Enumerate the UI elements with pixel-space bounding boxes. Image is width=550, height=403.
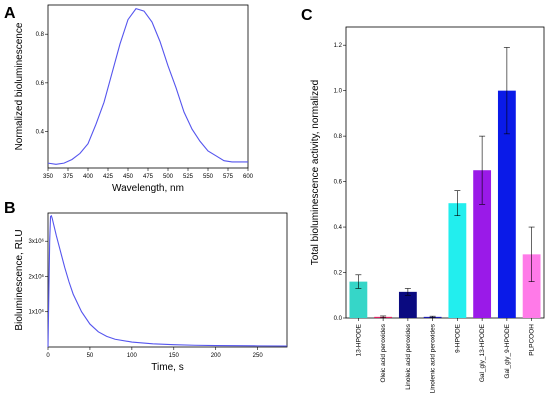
a-ytick-label: 0.8 — [36, 32, 45, 38]
b-xtick-label: 100 — [127, 353, 138, 359]
b-plot-frame — [47, 212, 288, 348]
c-category-label: Linoleic acid peroxides — [405, 323, 412, 390]
panel-label-c: C — [301, 7, 313, 24]
a-series-line — [47, 8, 248, 165]
a-xtick-label: 575 — [223, 174, 234, 180]
b-series-line — [47, 214, 288, 348]
a-xtick-label: 525 — [183, 174, 194, 180]
c-category-label: PLPCOOH — [529, 324, 536, 356]
a-ytick-label: 0.6 — [36, 81, 45, 87]
a-xtick-label: 450 — [123, 174, 134, 180]
c-ytick-label: 0.0 — [334, 316, 343, 322]
b-ytick-label: 3x10⁶ — [29, 238, 45, 245]
panel-label-b: B — [4, 200, 16, 217]
b-y-axis-label: Bioluminescence, RLU — [14, 229, 25, 330]
b-xtick-label: 50 — [87, 353, 94, 359]
a-plot-frame — [47, 4, 249, 169]
chart-c: 0.0 0.2 0.4 0.6 0.8 1.0 1.2 13-HPODE Oleic acid … — [310, 26, 545, 393]
a-xtick-label: 350 — [43, 174, 54, 180]
c-bar — [448, 203, 467, 318]
a-xtick-label: 425 — [103, 174, 114, 180]
b-xtick-label: 150 — [169, 353, 180, 359]
a-xtick-label: 375 — [63, 174, 74, 180]
b-x-axis-label: Time, s — [151, 362, 183, 373]
c-y-axis-label: Total bioluminescence activity, normaliz… — [310, 80, 321, 265]
c-ytick-label: 0.4 — [334, 225, 343, 231]
b-xtick-label: 200 — [211, 353, 222, 359]
c-ytick-label: 1.0 — [334, 89, 343, 95]
c-bar — [473, 170, 492, 318]
c-bar — [398, 291, 417, 318]
c-plot-frame — [345, 26, 545, 319]
c-ytick-label: 0.2 — [334, 271, 343, 277]
c-ytick-label: 0.8 — [334, 134, 343, 140]
b-xtick-label: 250 — [253, 353, 264, 359]
a-xtick-label: 500 — [163, 174, 174, 180]
chart-b: 0 50 100 150 200 250 1x10⁶ 2x10⁶ 3x10⁶ Time, s Bio… — [14, 212, 288, 373]
c-bar — [522, 254, 541, 318]
c-category-label: 9-HPODE — [454, 323, 461, 353]
a-xtick-label: 550 — [203, 174, 214, 180]
c-category-label: Linolenic acid peroxides — [430, 323, 437, 393]
a-xtick-label: 400 — [83, 174, 94, 180]
panel-label-a: A — [4, 5, 16, 22]
a-x-axis-label: Wavelength, nm — [112, 183, 184, 194]
c-category-label: Oleic acid peroxides — [380, 323, 387, 382]
c-category-label: Gal_gly_13-HPODE — [479, 323, 486, 382]
a-y-axis-label: Normalized bioluminescence — [14, 22, 25, 150]
a-xtick-label: 475 — [143, 174, 154, 180]
c-category-label: 13-HPODE — [355, 323, 362, 356]
b-xtick-label: 0 — [46, 353, 50, 359]
b-ytick-label: 1x10⁶ — [29, 309, 45, 316]
c-ytick-label: 1.2 — [334, 43, 343, 49]
c-ytick-label: 0.6 — [334, 180, 343, 186]
c-bar — [497, 90, 516, 318]
a-ytick-label: 0.4 — [36, 130, 45, 136]
c-category-label: Gal_gly_9-HPODE — [504, 323, 511, 378]
chart-a: 350 375 400 425 450 475 500 525 550 575 600 0.4 0.6 0… — [14, 4, 254, 194]
c-bar — [349, 281, 368, 318]
b-ytick-label: 2x10⁶ — [29, 273, 45, 280]
a-xtick-label: 600 — [243, 174, 254, 180]
